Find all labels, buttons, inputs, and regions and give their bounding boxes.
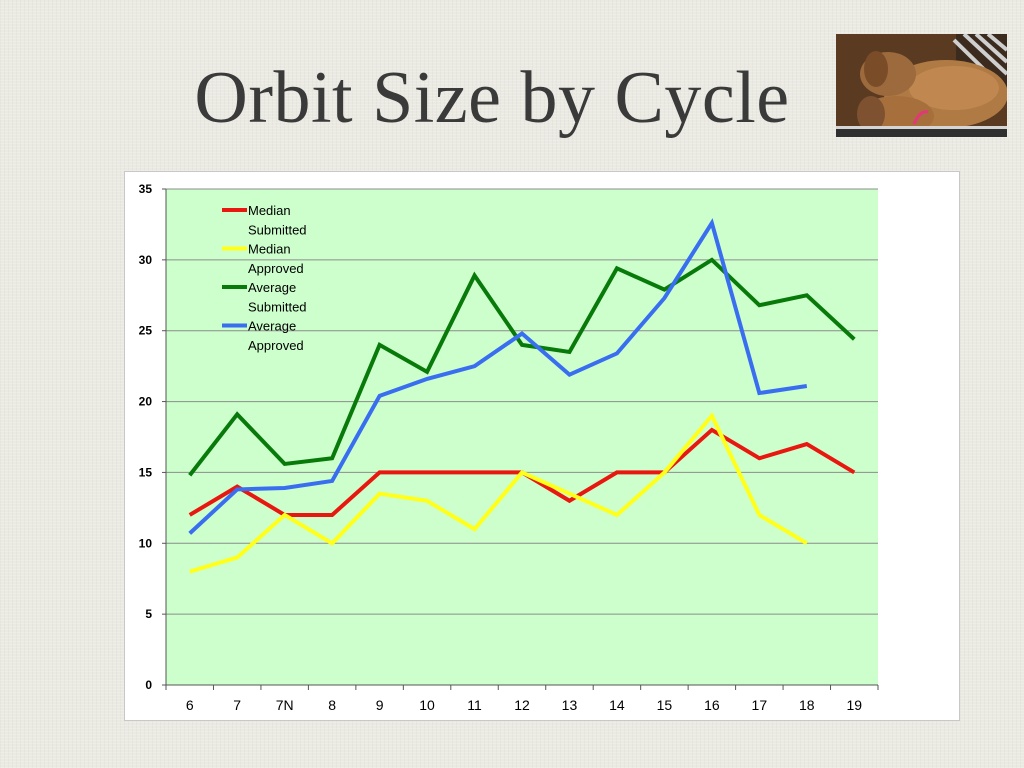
x-tick-label: 12 [514,697,530,713]
legend-label-line: Median [248,203,291,218]
legend-label-line: Median [248,242,291,257]
dogs-photo-illustration [836,34,1007,137]
x-tick-label: 13 [562,697,578,713]
x-tick-label: 19 [846,697,862,713]
legend: Median Submitted Median Approved Average Subm… [222,203,307,353]
x-tick-label: 9 [376,697,384,713]
series-line-median-approved [189,412,808,574]
y-tick-label: 30 [139,253,153,267]
y-tick-label: 10 [139,536,153,550]
legend-label-line: Average [248,319,296,334]
x-tick-label: 14 [609,697,625,713]
x-tick-label: 16 [704,697,720,713]
y-tick-label: 25 [139,324,153,338]
legend-label: Average Submitted [248,280,307,315]
x-tick-label: 6 [186,697,194,713]
legend-label-line: Submitted [248,300,307,315]
x-tick-label: 15 [657,697,673,713]
plot-area [166,189,878,685]
x-tick-label: 17 [752,697,768,713]
series-lines [188,218,856,574]
line-chart: 0 5 10 15 20 25 30 35 6 7 7N 8 9 10 11 12 13 14 15 16 17 18 19… [139,182,879,713]
y-tick-label: 35 [139,182,153,196]
legend-label-line: Approved [248,261,304,276]
x-tick-label: 18 [799,697,815,713]
x-tick-label: 8 [328,697,336,713]
legend-label: Average Approved [248,319,304,354]
x-tick-label: 7 [233,697,241,713]
x-tick-label: 10 [419,697,435,713]
series-line-average-submitted [188,257,856,477]
legend-label-line: Approved [248,338,304,353]
x-tick-label: 7N [276,697,294,713]
legend-label-line: Average [248,280,296,295]
legend-label-line: Submitted [248,223,307,238]
legend-label: Median Submitted [248,203,307,238]
slide-title: Orbit Size by Cycle [194,57,790,139]
y-tick-label: 5 [145,607,152,621]
legend-label: Median Approved [248,242,304,277]
series-line-average-approved [188,218,808,535]
dogs-photo [836,34,1007,137]
axes: 0 5 10 15 20 25 30 35 6 7 7N 8 9 10 11 12 13 14 15 16 17 18 19 [139,182,879,713]
x-tick-label: 11 [467,697,482,713]
y-tick-label: 0 [145,678,152,692]
chart-container: 0 5 10 15 20 25 30 35 6 7 7N 8 9 10 11 12 13 14 15 16 17 18 19… [124,171,960,721]
y-tick-label: 15 [139,465,153,479]
y-tick-label: 20 [139,395,153,409]
